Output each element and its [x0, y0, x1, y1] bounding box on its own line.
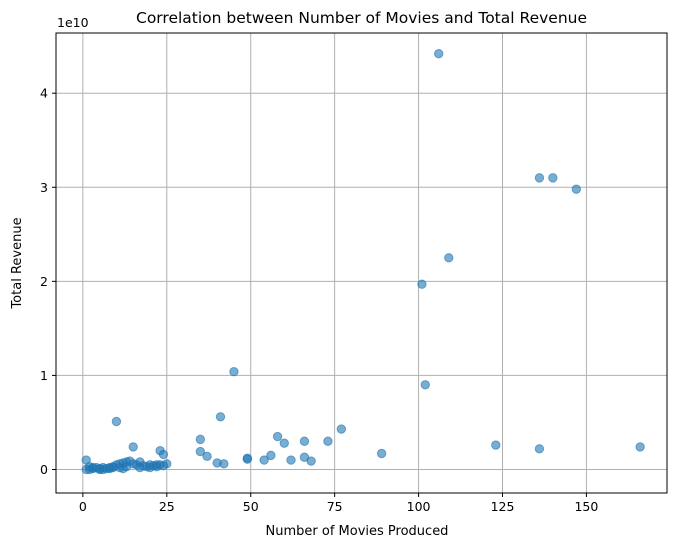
scatter-point [135, 462, 145, 473]
scatter-point [229, 366, 239, 377]
scatter-point [266, 450, 276, 461]
plot-frame [55, 32, 668, 494]
scatter-point [279, 438, 289, 448]
scatter-point [128, 442, 138, 452]
scatter-point [118, 463, 128, 474]
scatter-point [306, 456, 316, 466]
scatter-point [272, 431, 283, 442]
scatter-point [158, 449, 169, 460]
x-axis-label: Number of Movies Produced [266, 524, 449, 539]
x-tick-label: 150 [574, 499, 598, 514]
scatter-point [548, 173, 558, 183]
scatter-point [88, 463, 98, 474]
scatter-point [195, 434, 206, 445]
chart-title: Correlation between Number of Movies and… [136, 9, 587, 27]
scatter-point [417, 279, 427, 289]
y-tick-label: 2 [40, 274, 48, 289]
scatter-points [81, 48, 645, 475]
scatter-point [434, 48, 444, 59]
scatter-point [299, 436, 310, 446]
scatter-point [108, 462, 118, 473]
scatter-point [323, 436, 333, 446]
scatter-point [336, 424, 347, 434]
scatter-point [98, 464, 108, 475]
y-tick-label: 3 [40, 180, 48, 195]
x-tick-label: 75 [327, 499, 343, 514]
y-offset-label: 1e10 [57, 15, 89, 30]
x-tick-label: 100 [407, 499, 431, 514]
scatter-point [420, 380, 430, 390]
x-tick-label: 125 [491, 499, 515, 514]
scatter-point [491, 440, 501, 450]
grid-lines [56, 33, 667, 493]
scatter-point [444, 253, 454, 263]
y-tick-label: 0 [40, 462, 48, 477]
scatter-point [111, 416, 122, 427]
scatter-point [534, 444, 545, 454]
axis-ticks: 0 25 50 75 100 125 150 0 1 2 3 4 [40, 86, 598, 514]
y-tick-label: 4 [40, 86, 48, 101]
scatter-point [635, 442, 645, 452]
x-tick-label: 50 [243, 499, 259, 514]
scatter-point [259, 455, 269, 465]
scatter-point [152, 461, 162, 472]
scatter-point [202, 451, 212, 462]
scatter-point [571, 184, 582, 194]
y-axis-label: Total Revenue [10, 217, 25, 309]
scatter-point [215, 412, 226, 422]
scatter-point [376, 448, 387, 459]
x-tick-label: 25 [159, 499, 175, 514]
scatter-point [195, 446, 206, 457]
x-tick-label: 0 [79, 499, 87, 514]
y-tick-label: 1 [40, 368, 48, 383]
scatter-point [286, 455, 296, 465]
scatter-point [534, 173, 545, 183]
scatter-point [242, 454, 253, 464]
scatter-point [219, 459, 229, 469]
